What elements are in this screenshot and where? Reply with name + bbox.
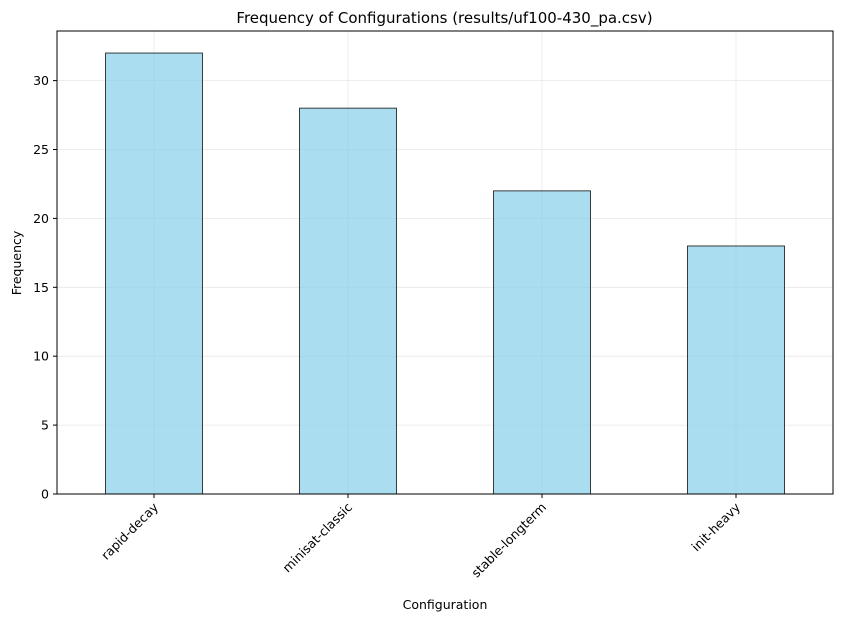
bar-rapid-decay (105, 52, 203, 495)
y-tick-label: 0 (41, 487, 49, 502)
bar-stable-longterm (493, 190, 591, 495)
y-tick-label: 15 (33, 280, 49, 295)
y-axis-label: Frequency (9, 230, 24, 295)
y-tick-label: 25 (33, 142, 49, 157)
bar-minisat-classic (299, 107, 397, 495)
y-tick-label: 30 (33, 73, 49, 88)
y-tick-label: 5 (41, 418, 49, 433)
y-tick-label: 10 (33, 349, 49, 364)
x-axis-label: Configuration (403, 597, 488, 612)
y-tick-label: 20 (33, 211, 49, 226)
y-axis-ticks: 0 5 10 15 20 25 30 (33, 73, 57, 502)
chart-title: Frequency of Configurations (results/uf1… (236, 9, 652, 28)
bar-layer (105, 52, 785, 495)
bar-init-heavy (687, 245, 785, 495)
plot-frame (56, 30, 834, 495)
